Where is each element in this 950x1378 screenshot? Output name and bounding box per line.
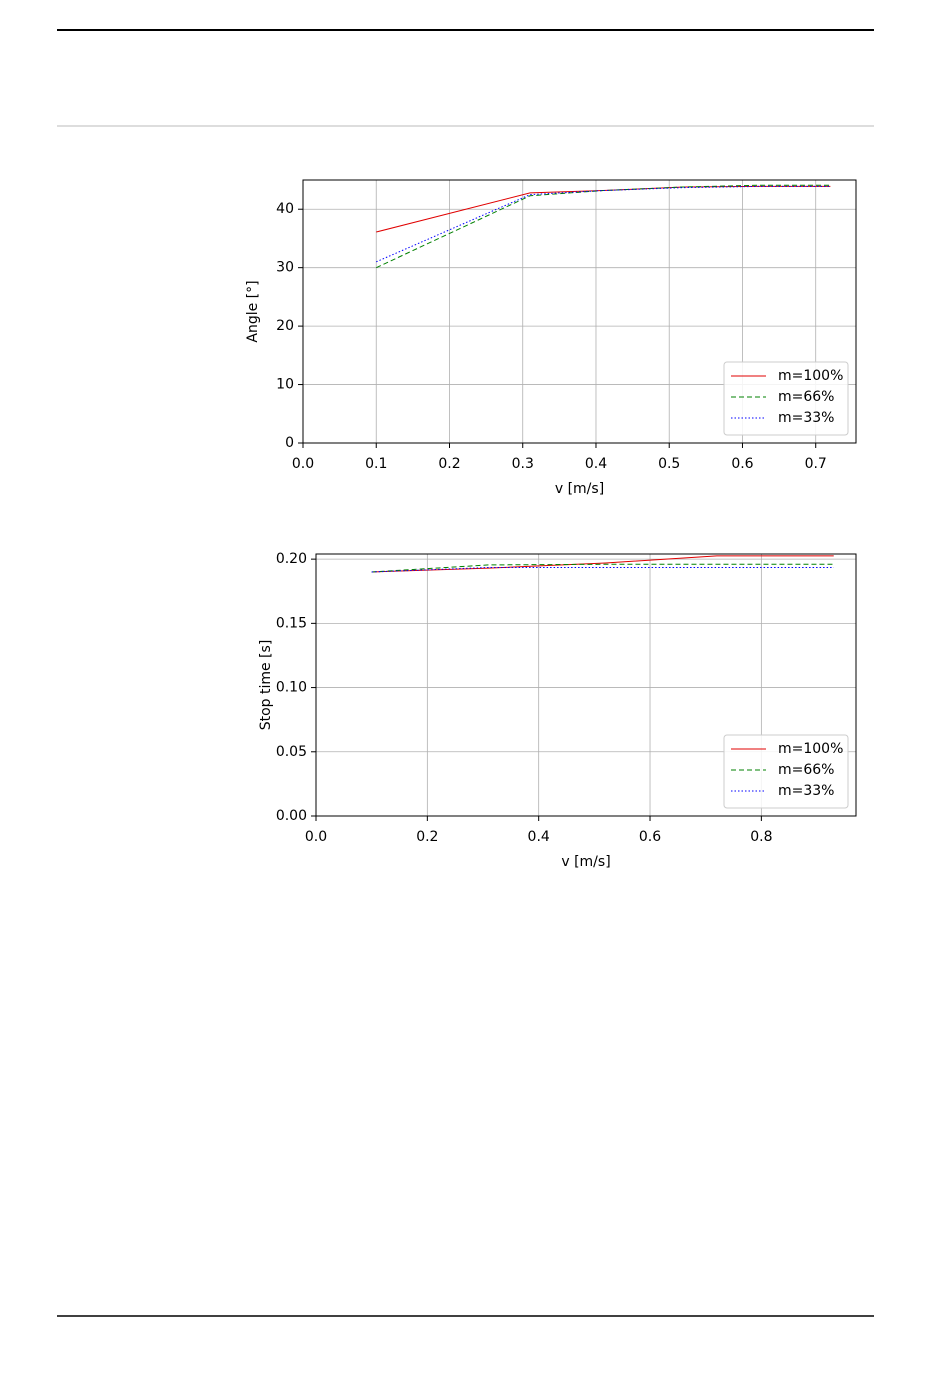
x-tick-label: 0.4 (585, 456, 607, 472)
x-tick-label: 0.6 (639, 829, 661, 845)
x-tick-label: 0.8 (750, 829, 772, 845)
x-tick-label: 0.2 (438, 456, 460, 472)
x-tick-label: 0.4 (528, 829, 550, 845)
y-tick-label: 10 (276, 377, 294, 393)
y-tick-label: 40 (276, 201, 294, 217)
legend-label: m=33% (778, 783, 835, 799)
x-tick-label: 0.3 (512, 456, 534, 472)
legend-label: m=100% (778, 368, 843, 384)
legend-label: m=66% (778, 762, 835, 778)
y-tick-label: 0.20 (276, 551, 307, 567)
y-tick-label: 0.00 (276, 808, 307, 824)
x-axis-label: v [m/s] (555, 481, 604, 497)
legend-label: m=33% (778, 410, 835, 426)
data-line (376, 184, 831, 269)
plot-frame (302, 179, 857, 444)
x-tick-label: 0.0 (305, 829, 327, 845)
legend-label: m=66% (778, 389, 835, 405)
data-line (371, 563, 834, 573)
legend-box (723, 734, 849, 809)
y-tick-label: 0.05 (276, 744, 307, 760)
y-axis-label: Stop time [s] (258, 640, 274, 731)
x-tick-label: 0.7 (805, 456, 827, 472)
y-tick-label: 0 (285, 435, 294, 451)
x-tick-label: 0.2 (416, 829, 438, 845)
legend-box (723, 361, 849, 436)
legend-label: m=100% (778, 741, 843, 757)
data-line (376, 185, 831, 263)
y-tick-label: 0.15 (276, 615, 307, 631)
x-tick-label: 0.0 (292, 456, 314, 472)
y-tick-label: 20 (276, 318, 294, 334)
x-tick-label: 0.1 (365, 456, 387, 472)
plot-frame (315, 553, 857, 817)
y-tick-label: 30 (276, 260, 294, 276)
x-axis-label: v [m/s] (561, 854, 610, 870)
x-tick-label: 0.6 (731, 456, 753, 472)
y-tick-label: 0.10 (276, 680, 307, 696)
y-axis-label: Angle [°] (245, 280, 261, 342)
data-line (371, 566, 834, 573)
x-tick-label: 0.5 (658, 456, 680, 472)
